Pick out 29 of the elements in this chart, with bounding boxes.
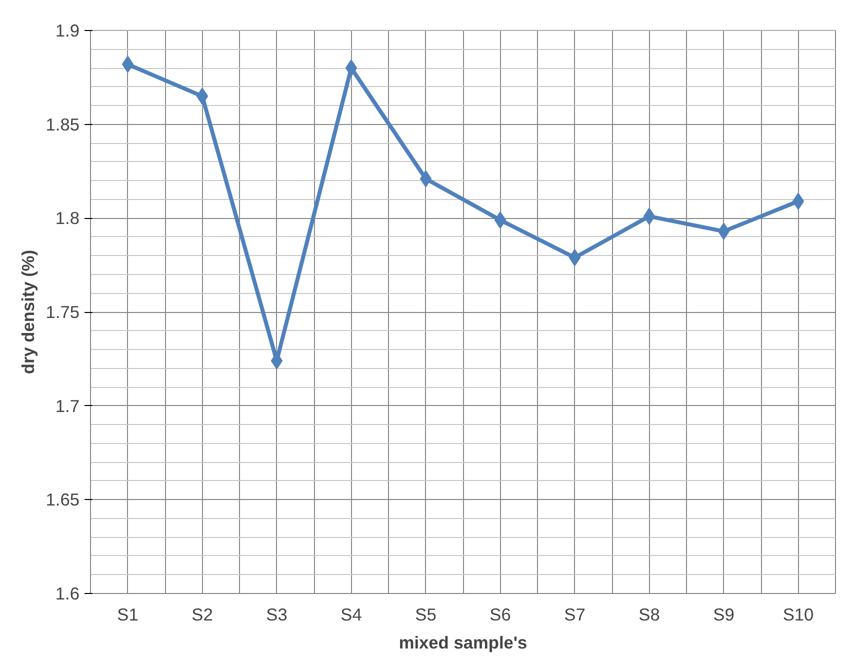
point [270,352,283,370]
x-tick-label: S8 [638,604,660,624]
point [420,170,432,188]
x-tick-label: S7 [564,604,586,624]
point [718,222,730,240]
y-tick-label: 1.85 [46,114,80,134]
x-tick-label: S10 [782,604,814,624]
x-tick-label: S4 [340,604,362,624]
y-tick-label: 1.9 [55,20,80,40]
y-axis-title: dry density (%) [18,250,38,374]
x-tick-label: S6 [490,604,511,624]
y-tick-label: 1.75 [46,302,80,322]
point [345,60,358,77]
y-tick-label: 1.6 [55,584,80,604]
x-tick-label: S5 [415,604,436,624]
point [122,56,134,73]
point [568,249,581,266]
y-tick-label: 1.7 [55,396,80,416]
y-tick-label: 1.65 [46,490,80,510]
x-tick-label: S9 [713,604,734,624]
x-tick-label: S2 [192,604,213,624]
y-tick-label: 1.8 [55,208,80,228]
x-tick-label: S1 [117,604,138,624]
x-tick-label: S3 [266,604,288,624]
point [792,192,804,210]
x-axis-title: mixed sample's [398,632,528,652]
point [494,212,506,229]
point [196,88,208,105]
point [643,208,656,225]
